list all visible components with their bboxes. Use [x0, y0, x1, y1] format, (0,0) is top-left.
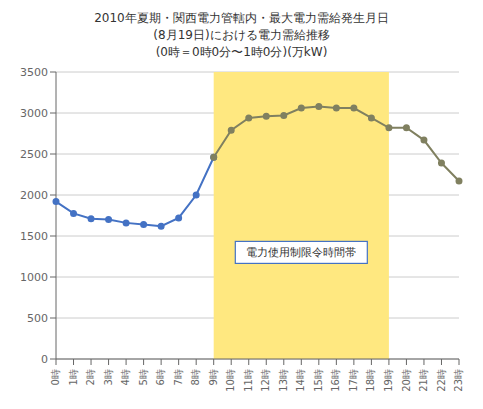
- svg-text:3時: 3時: [103, 369, 114, 385]
- svg-text:1000: 1000: [20, 271, 48, 284]
- svg-text:1時: 1時: [68, 369, 79, 385]
- svg-text:19時: 19時: [383, 369, 394, 392]
- svg-text:16時: 16時: [330, 369, 341, 392]
- svg-text:5時: 5時: [138, 369, 149, 385]
- svg-text:7時: 7時: [173, 369, 184, 385]
- svg-text:4時: 4時: [120, 369, 131, 385]
- svg-text:0時: 0時: [50, 369, 61, 385]
- svg-text:12時: 12時: [260, 369, 271, 392]
- svg-text:18時: 18時: [365, 369, 376, 392]
- svg-text:11時: 11時: [243, 369, 254, 392]
- svg-text:2000: 2000: [20, 189, 48, 202]
- svg-text:10時: 10時: [225, 369, 236, 392]
- svg-text:0: 0: [41, 353, 48, 366]
- svg-text:3500: 3500: [20, 66, 48, 79]
- svg-text:1500: 1500: [20, 230, 48, 243]
- svg-text:電力使用制限令時間帯: 電力使用制限令時間帯: [246, 246, 356, 259]
- svg-text:23時: 23時: [453, 369, 464, 392]
- svg-text:17時: 17時: [348, 369, 359, 392]
- svg-text:500: 500: [27, 312, 48, 325]
- svg-text:2時: 2時: [85, 369, 96, 385]
- svg-text:3000: 3000: [20, 107, 48, 120]
- html-text:(8月19日)における電力需給推移: (8月19日)における電力需給推移: [153, 28, 330, 42]
- svg-text:21時: 21時: [418, 369, 429, 392]
- html-text:(0時＝0時0分〜1時0分)(万kW): (0時＝0時0分〜1時0分)(万kW): [155, 45, 328, 59]
- svg-text:14時: 14時: [295, 369, 306, 392]
- svg-text:8時: 8時: [190, 369, 201, 385]
- svg-text:6時: 6時: [155, 369, 166, 385]
- svg-text:20時: 20時: [401, 369, 412, 392]
- svg-text:13時: 13時: [278, 369, 289, 392]
- svg-text:2500: 2500: [20, 148, 48, 161]
- svg-text:22時: 22時: [436, 369, 447, 392]
- svg-text:15時: 15時: [313, 369, 324, 392]
- html-text:2010年夏期・関西電力管轄内・最大電力需給発生月日: 2010年夏期・関西電力管轄内・最大電力需給発生月日: [94, 11, 389, 25]
- svg-text:9時: 9時: [208, 369, 219, 385]
